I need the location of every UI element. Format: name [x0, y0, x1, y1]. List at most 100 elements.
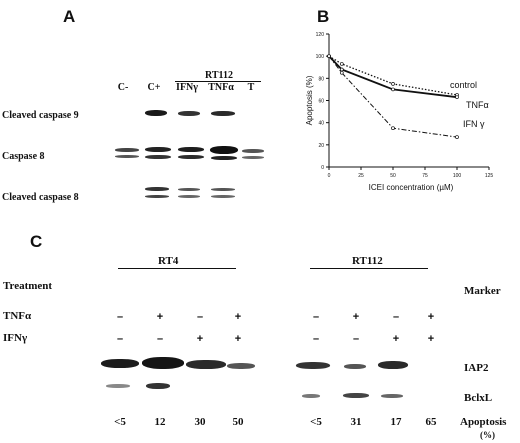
rt112-group-label-c: RT112 [352, 255, 383, 267]
treatment-label: Treatment [3, 280, 53, 292]
chart-series [327, 54, 459, 139]
band [115, 148, 139, 152]
band [106, 384, 130, 388]
data-point [339, 70, 344, 75]
apoptosis-value: 17 [390, 416, 402, 428]
apoptosis-line-chart: 0 25 50 75 100 125 0 20 40 60 80 100 120 ICEI concen… [305, 32, 494, 192]
rt112-c-group-line [310, 268, 428, 269]
x-tick-label: 100 [453, 173, 462, 179]
band [145, 195, 169, 198]
apoptosis-value: <5 [114, 416, 126, 428]
sign-cell: + [234, 311, 242, 323]
band [115, 155, 139, 158]
sign-cell: + [156, 311, 164, 323]
x-tick-label: 50 [390, 173, 396, 179]
sign-cell: + [427, 333, 435, 345]
x-tick-label: 75 [422, 173, 428, 179]
band [211, 195, 235, 198]
apoptosis-unit: (%) [480, 430, 495, 440]
x-tick-label: 0 [328, 173, 331, 179]
band [178, 155, 204, 159]
band [296, 362, 330, 369]
y-axis-label: Apoptosis (%) [305, 75, 314, 125]
sign-cell: – [352, 333, 360, 345]
apoptosis-value: 12 [154, 416, 166, 428]
sign-cell: – [392, 311, 400, 323]
apoptosis-value: 65 [425, 416, 437, 428]
series-label: IFN γ [463, 119, 485, 129]
band [227, 363, 255, 369]
y-tick-label: 0 [321, 165, 324, 171]
x-tick-label: 125 [485, 173, 494, 179]
band [178, 147, 204, 152]
data-point [327, 54, 331, 59]
series-label: TNFα [466, 100, 489, 110]
band [178, 111, 200, 116]
sign-cell: – [312, 311, 320, 323]
sign-cell: – [196, 311, 204, 323]
band [145, 187, 169, 191]
band [178, 195, 200, 198]
marker-label: Marker [464, 285, 501, 297]
sign-cell: – [312, 333, 320, 345]
sign-cell: – [116, 333, 124, 345]
apoptosis-value: <5 [310, 416, 322, 428]
band [343, 393, 369, 398]
y-tick-label: 100 [316, 54, 325, 60]
sign-cell: + [196, 333, 204, 345]
row-label-caspase-8: Caspase 8 [2, 151, 45, 162]
sign-cell: – [156, 333, 164, 345]
rt4-group-line [118, 268, 236, 269]
band [242, 156, 264, 159]
panel-c-letter: C [30, 232, 43, 251]
row-label-cleaved-caspase-9: Cleaved caspase 9 [2, 110, 79, 121]
x-tick-label: 25 [358, 173, 364, 179]
series-line-1 [328, 55, 458, 99]
band [242, 149, 264, 153]
data-point [391, 126, 395, 131]
rt112-group-label: RT112 [205, 70, 233, 81]
x-axis-label: ICEI concentration (µM) [369, 183, 454, 192]
row-label-tnfa: TNFα [3, 310, 32, 322]
y-tick-label: 120 [316, 32, 325, 38]
band [146, 383, 170, 389]
data-point [391, 87, 395, 92]
band [378, 361, 408, 369]
chart-axes: 0 25 50 75 100 125 0 20 40 60 80 100 120 [316, 32, 494, 179]
marker-iap2: IAP2 [464, 362, 489, 374]
panel-b-letter: B [317, 7, 330, 26]
data-point [455, 95, 459, 100]
sign-cell: + [392, 333, 400, 345]
lane-label-tnfa: TNFα [208, 82, 234, 93]
series-line-2 [328, 55, 458, 138]
apoptosis-value: 31 [350, 416, 362, 428]
lane-label-ifng: IFNγ [176, 82, 198, 93]
band [302, 394, 320, 398]
band [142, 357, 184, 369]
data-point [391, 82, 395, 86]
y-tick-label: 60 [318, 99, 324, 105]
rt4-group-label: RT4 [158, 255, 179, 267]
band [210, 146, 238, 154]
band [145, 155, 171, 159]
band [211, 188, 235, 191]
row-label-ifng: IFNγ [3, 332, 28, 344]
sign-cell: – [116, 311, 124, 323]
band [381, 394, 403, 398]
data-point [339, 67, 344, 72]
apoptosis-label: Apoptosis [460, 416, 507, 428]
apoptosis-value: 30 [194, 416, 206, 428]
lane-label-c-pos: C+ [147, 82, 161, 93]
series-label: control [450, 80, 477, 90]
apoptosis-value: 50 [232, 416, 244, 428]
band [344, 364, 366, 369]
lane-label-t: T [247, 82, 255, 93]
band [211, 111, 235, 116]
band [145, 147, 171, 152]
series-line-0 [328, 55, 458, 96]
marker-bclxl: BclxL [464, 392, 493, 404]
band [186, 360, 226, 369]
lane-label-c-neg: C- [117, 82, 129, 93]
sign-cell: + [234, 333, 242, 345]
row-label-cleaved-caspase-8: Cleaved caspase 8 [2, 192, 79, 203]
